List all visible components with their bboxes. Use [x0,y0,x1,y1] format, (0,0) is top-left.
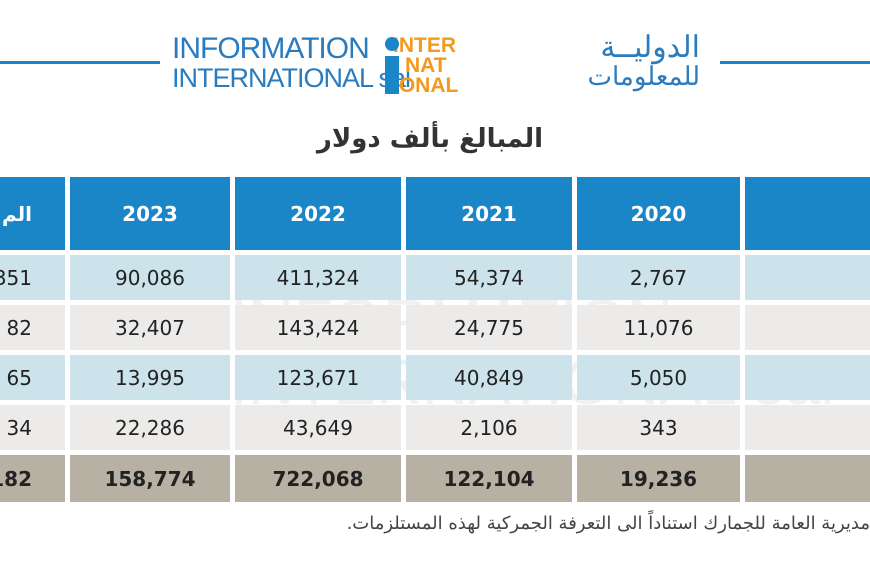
rule [0,61,160,64]
cell: 158,774 [70,455,230,502]
cell: يثيوم [745,405,870,450]
cell: 122,104 [406,455,572,502]
cell: 54,374 [406,255,572,300]
cell [745,305,870,350]
cell: 32,407 [70,305,230,350]
logo-arabic: الدوليــة [600,30,700,65]
cell: 82 [0,305,65,350]
cell: 19,236 [577,455,740,502]
logo-mark-text: IONAL [393,74,459,96]
cell: 182 [0,455,65,502]
logo-mark-text: INTER [393,34,456,57]
cell: 123,671 [235,355,401,400]
cell: 351 [0,255,65,300]
cell: 24,775 [406,305,572,350]
cell: 65 [0,355,65,400]
cell: أسيد [745,355,870,400]
logo-mark: INTER NAT IONAL [385,34,459,96]
cell: 11,076 [577,305,740,350]
cell [745,455,870,502]
cell: 143,424 [235,305,401,350]
cell: 2,767 [577,255,740,300]
cell: 13,995 [70,355,230,400]
logo-i [385,56,399,94]
rule [720,61,870,64]
logo-mark-text: NAT [405,54,447,77]
cell: 411,324 [235,255,401,300]
cell: 2,106 [406,405,572,450]
cell: 22,286 [70,405,230,450]
logo-text: INTERNATIONAL sal [172,63,411,93]
header-cell: 2020 [577,177,740,250]
header-cell: 2023 [70,177,230,250]
cell: 40,849 [406,355,572,400]
logo-arabic: للمعلومات [587,62,700,92]
cell: 343 [577,405,740,450]
title: المبالغ بألف دولار [316,124,544,154]
footnote: مديرية العامة للجمارك استناداً الى التعر… [346,513,870,534]
header-cell: 2022 [235,177,401,250]
cell [745,255,870,300]
cell: 5,050 [577,355,740,400]
cell: 722,068 [235,455,401,502]
logo-text: INFORMATION [172,32,370,65]
header-cell [745,177,870,250]
cell: 90,086 [70,255,230,300]
cell: 34 [0,405,65,450]
logo-dot [385,37,399,51]
header-cell: 2021 [406,177,572,250]
cell: 43,649 [235,405,401,450]
header-cell: الم [0,177,65,250]
